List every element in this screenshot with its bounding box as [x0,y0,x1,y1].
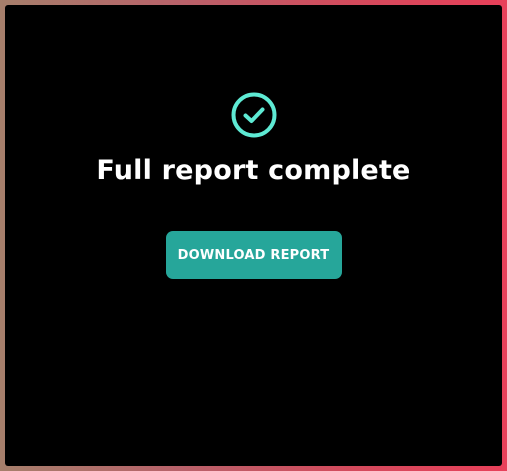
page-title: Full report complete [96,155,411,186]
check-circle-icon [231,92,276,138]
report-complete-panel: Full report complete DOWNLOAD REPORT [5,5,502,466]
download-report-button[interactable]: DOWNLOAD REPORT [165,231,342,279]
